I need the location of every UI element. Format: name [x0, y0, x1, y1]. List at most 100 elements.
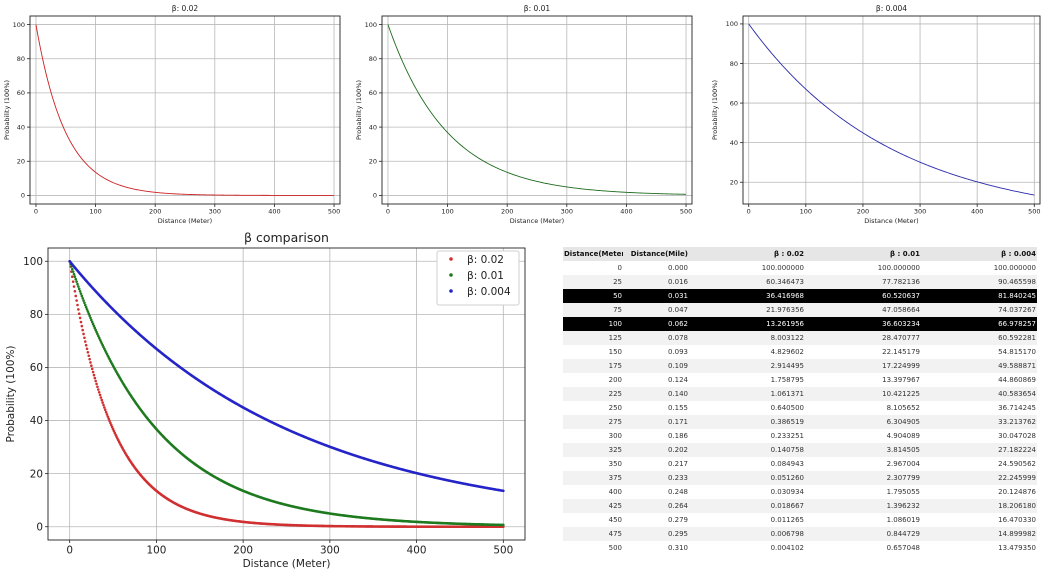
table-cell: 0.016	[623, 275, 689, 289]
table-row: 225 0.140 1.061371 10.421225 40.583654	[563, 387, 1037, 401]
data-point	[502, 523, 505, 527]
data-point	[83, 301, 86, 305]
data-point	[77, 287, 81, 291]
table-cell: 100.000000	[761, 264, 804, 272]
x-tick-label: 500	[1028, 208, 1040, 216]
data-point	[110, 423, 113, 427]
data-point	[82, 299, 85, 302]
y-tick-label: 100	[13, 21, 25, 29]
table-cell: 0.093	[667, 348, 688, 356]
y-axis-label: Probability (100%)	[3, 80, 11, 140]
legend: β: 0.02 β: 0.01 β: 0.004	[436, 250, 520, 306]
chart-beta-0-01: 0 100 200 300 400 500 0 20 40 60 80 100 β: 0.01 Dista…	[355, 4, 693, 225]
table-cell: 0.171	[623, 415, 689, 429]
y-tick-label: 0	[36, 521, 43, 533]
series-group	[387, 24, 687, 195]
table-row: 250 0.155 0.640500 8.105652 36.714245	[563, 401, 1037, 415]
data-point	[78, 316, 82, 320]
data-point	[92, 373, 96, 377]
data-point	[90, 320, 94, 324]
series-group	[748, 23, 1035, 196]
column-header: β : 0.01	[805, 247, 921, 261]
data-point	[91, 322, 95, 326]
table-cell: 0.217	[667, 460, 688, 468]
table-cell: 0.030934	[770, 488, 804, 496]
table-cell: 200	[608, 376, 622, 384]
plot-frame	[381, 15, 693, 205]
table-row: 450 0.279 0.011265 1.086019 16.470330	[563, 513, 1037, 527]
table-cell: 350	[608, 460, 622, 468]
table-cell: 2.307799	[805, 471, 921, 485]
chart-title: β comparison	[244, 230, 329, 245]
data-point	[109, 421, 112, 425]
table-cell: 0.657048	[886, 544, 920, 552]
table-cell: 8.105652	[886, 404, 920, 412]
table-cell: 0.844729	[805, 527, 921, 541]
data-point	[105, 413, 109, 416]
y-tick-label: 40	[30, 415, 43, 427]
table-cell: 125	[563, 331, 623, 345]
x-tick-label: 200	[149, 208, 161, 216]
table-cell: 0.124	[667, 376, 688, 384]
data-point	[71, 270, 75, 273]
table-cell: 0.155	[667, 404, 688, 412]
table-cell: 0.018667	[689, 499, 805, 513]
data-point	[83, 336, 86, 340]
data-point	[93, 326, 97, 330]
table-row: 475 0.295 0.006798 0.844729 14.899982	[563, 527, 1037, 541]
x-tick-label: 100	[146, 544, 166, 556]
table-cell: 450	[608, 516, 622, 524]
data-point	[94, 379, 97, 383]
data-point	[73, 289, 77, 293]
data-point	[71, 280, 75, 283]
data-point	[85, 347, 89, 351]
x-tick-label: 300	[914, 208, 926, 216]
x-tick-label: 400	[620, 208, 632, 216]
chart-title: β: 0.004	[876, 4, 907, 13]
data-point	[90, 318, 93, 322]
table-cell: 18.206180	[921, 499, 1037, 513]
y-tick-label: 80	[730, 60, 738, 68]
x-tick-label: 0	[386, 208, 390, 216]
data-point	[89, 316, 92, 320]
column-header: Distance(Meter)	[563, 247, 623, 261]
data-point	[81, 296, 84, 300]
y-tick-label: 60	[17, 89, 25, 97]
table-cell: 20.124876	[998, 488, 1036, 496]
series-group	[35, 24, 335, 196]
data-point	[111, 427, 115, 431]
table-cell: 0.310	[667, 544, 688, 552]
y-tick-label: 80	[369, 55, 377, 63]
series-group	[68, 259, 505, 529]
x-tick-label: 0	[747, 208, 751, 216]
data-point	[96, 385, 99, 389]
data-point	[97, 388, 100, 391]
data-point	[76, 282, 79, 286]
data-point	[103, 406, 106, 409]
table-cell: 0.062	[623, 317, 689, 331]
table-row: 200 0.124 1.758795 13.397967 44.860869	[563, 373, 1037, 387]
x-axis-label: Distance (Meter)	[158, 217, 212, 225]
data-point	[91, 370, 95, 374]
data-point	[74, 277, 78, 281]
table-cell: 17.224999	[805, 359, 921, 373]
table-cell: 0.109	[623, 359, 689, 373]
legend-marker	[449, 257, 453, 261]
y-axis-label: Probability (100%)	[711, 80, 719, 140]
table-cell: 0.186	[667, 432, 688, 440]
table-cell: 0.011265	[770, 516, 804, 524]
data-point	[106, 415, 110, 418]
table-cell: 77.782136	[805, 275, 921, 289]
table-cell: 10.421225	[805, 387, 921, 401]
x-tick-label: 0	[34, 208, 38, 216]
table-cell: 100	[563, 317, 623, 331]
data-point	[75, 280, 78, 283]
table-header-row: Distance(Meter) Distance(Mile) β : 0.02 …	[563, 247, 1037, 261]
table-cell: 400	[608, 488, 622, 496]
table-cell: 36.714245	[998, 404, 1036, 412]
table-cell: 0.006798	[689, 527, 805, 541]
table-cell: 175	[563, 359, 623, 373]
table-cell: 66.978257	[921, 317, 1037, 331]
table-cell: 8.003122	[689, 331, 805, 345]
legend-label: β: 0.004	[467, 286, 511, 298]
